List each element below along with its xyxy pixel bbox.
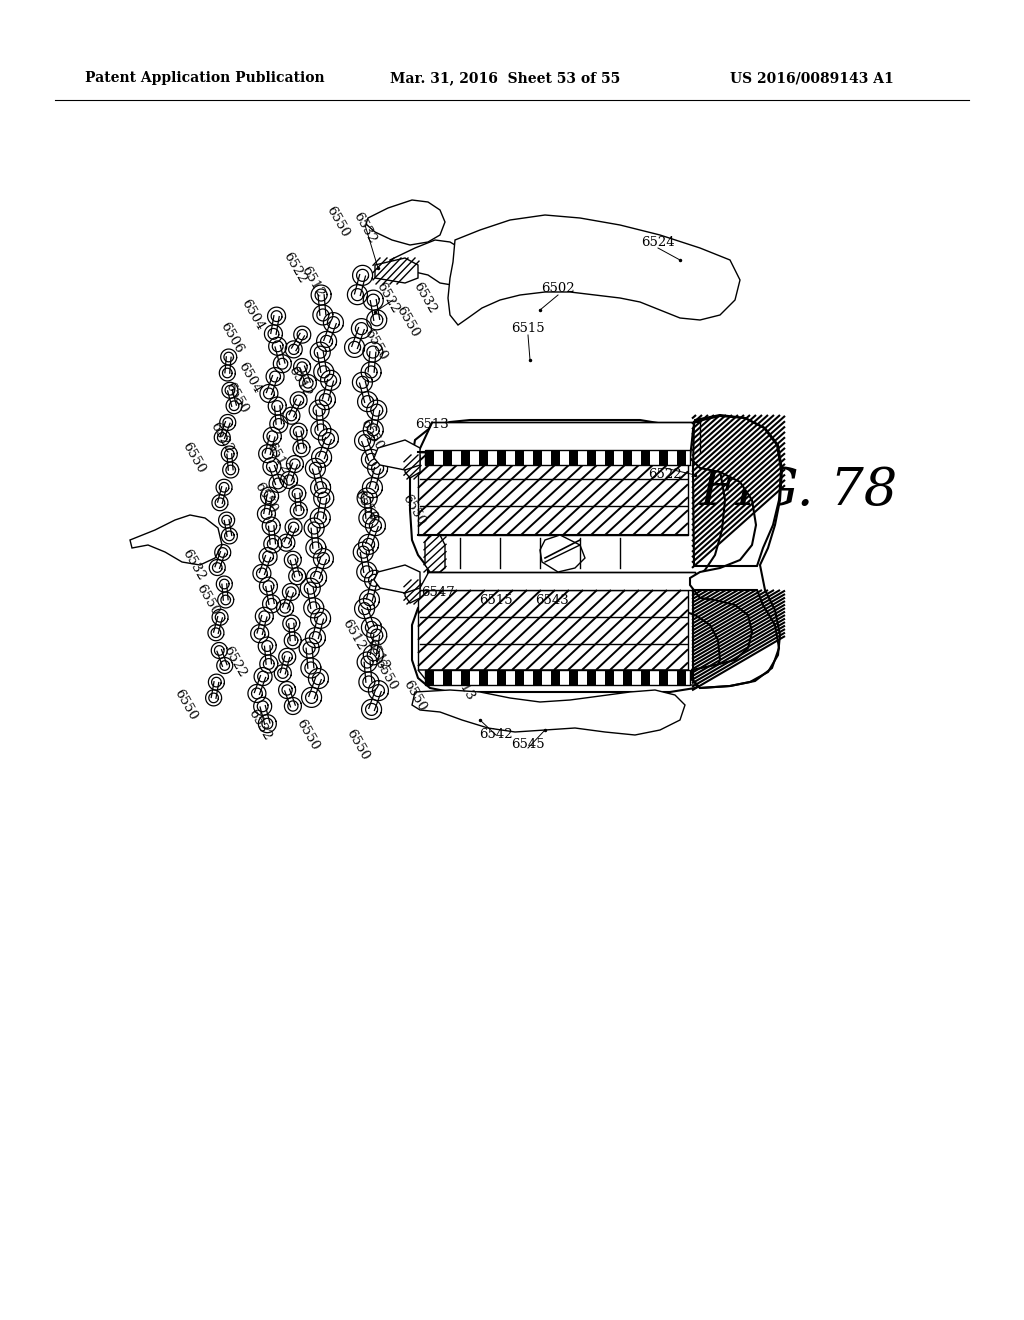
- Polygon shape: [677, 450, 686, 465]
- Polygon shape: [623, 671, 632, 685]
- Text: 6550: 6550: [394, 304, 422, 339]
- Polygon shape: [366, 201, 445, 246]
- Polygon shape: [534, 671, 542, 685]
- Polygon shape: [406, 579, 420, 603]
- Polygon shape: [418, 590, 688, 671]
- Polygon shape: [641, 671, 650, 685]
- Polygon shape: [461, 450, 470, 465]
- Text: 6512: 6512: [264, 440, 292, 475]
- Text: Mar. 31, 2016  Sheet 53 of 55: Mar. 31, 2016 Sheet 53 of 55: [390, 71, 621, 84]
- Polygon shape: [623, 450, 632, 465]
- Text: 6502: 6502: [542, 281, 574, 294]
- Polygon shape: [418, 572, 695, 590]
- Text: 6512: 6512: [299, 264, 327, 300]
- Text: 6550: 6550: [400, 492, 428, 528]
- Polygon shape: [374, 565, 420, 593]
- Polygon shape: [641, 450, 650, 465]
- Polygon shape: [479, 450, 488, 465]
- Text: 6550: 6550: [294, 717, 322, 752]
- Text: 6543: 6543: [536, 594, 569, 606]
- Polygon shape: [534, 450, 542, 465]
- Polygon shape: [569, 450, 578, 465]
- Polygon shape: [659, 450, 668, 465]
- Text: 6522: 6522: [648, 469, 682, 482]
- Text: 6532: 6532: [180, 546, 208, 583]
- Text: 6550: 6550: [194, 582, 222, 618]
- Text: 6550: 6550: [361, 327, 390, 363]
- Text: 6506: 6506: [218, 321, 246, 356]
- Text: 6550: 6550: [252, 480, 280, 516]
- Text: 6550: 6550: [344, 727, 372, 763]
- Text: 6524: 6524: [641, 235, 675, 248]
- Polygon shape: [605, 671, 614, 685]
- Text: 6522: 6522: [374, 280, 402, 315]
- Text: FIG. 78: FIG. 78: [700, 465, 898, 516]
- Polygon shape: [418, 671, 700, 685]
- Text: 6522: 6522: [208, 420, 237, 455]
- Text: 6504: 6504: [239, 297, 267, 333]
- Polygon shape: [497, 671, 506, 685]
- Text: 6515: 6515: [479, 594, 513, 606]
- Text: 6512: 6512: [364, 638, 392, 673]
- Polygon shape: [425, 671, 690, 685]
- Text: 6550: 6550: [358, 417, 386, 453]
- Polygon shape: [569, 671, 578, 685]
- Polygon shape: [425, 671, 434, 685]
- Text: 6512: 6512: [340, 618, 368, 653]
- Polygon shape: [449, 215, 740, 325]
- Polygon shape: [677, 671, 686, 685]
- Polygon shape: [374, 440, 420, 470]
- Polygon shape: [551, 671, 560, 685]
- Text: 6512: 6512: [286, 364, 314, 400]
- Text: 6550: 6550: [324, 205, 352, 240]
- Polygon shape: [443, 671, 452, 685]
- Text: 6532: 6532: [411, 280, 439, 315]
- Text: 6550: 6550: [372, 657, 400, 693]
- Polygon shape: [418, 451, 688, 535]
- Text: 6504: 6504: [236, 360, 264, 396]
- Text: 6550: 6550: [223, 380, 251, 416]
- Text: 6532: 6532: [246, 708, 274, 743]
- Polygon shape: [461, 671, 470, 685]
- Polygon shape: [540, 535, 585, 572]
- Text: 6522: 6522: [221, 644, 249, 680]
- Text: 6550: 6550: [172, 688, 200, 723]
- Polygon shape: [479, 671, 488, 685]
- Polygon shape: [412, 690, 685, 735]
- Polygon shape: [410, 420, 725, 692]
- Text: Patent Application Publication: Patent Application Publication: [85, 71, 325, 84]
- Text: 6515: 6515: [511, 322, 545, 334]
- Polygon shape: [515, 450, 524, 465]
- Polygon shape: [425, 535, 445, 572]
- Polygon shape: [443, 450, 452, 465]
- Polygon shape: [515, 671, 524, 685]
- Text: 6542: 6542: [479, 729, 513, 742]
- Polygon shape: [587, 671, 596, 685]
- Polygon shape: [425, 450, 690, 465]
- Text: 6545: 6545: [511, 738, 545, 751]
- Text: 6550: 6550: [401, 678, 429, 714]
- Polygon shape: [418, 422, 700, 451]
- Text: 6547: 6547: [421, 586, 455, 598]
- Text: 6513: 6513: [449, 667, 477, 702]
- Polygon shape: [497, 450, 506, 465]
- Polygon shape: [551, 450, 560, 465]
- Text: 6550: 6550: [180, 440, 208, 475]
- Text: 6513: 6513: [415, 418, 449, 432]
- Polygon shape: [690, 414, 782, 688]
- Polygon shape: [659, 671, 668, 685]
- Polygon shape: [390, 240, 470, 285]
- Polygon shape: [130, 515, 222, 565]
- Polygon shape: [375, 257, 418, 282]
- Polygon shape: [406, 455, 420, 478]
- Polygon shape: [425, 450, 434, 465]
- Text: US 2016/0089143 A1: US 2016/0089143 A1: [730, 71, 894, 84]
- Polygon shape: [605, 450, 614, 465]
- Text: 6532: 6532: [351, 210, 379, 246]
- Text: 6522: 6522: [281, 251, 309, 286]
- Polygon shape: [587, 450, 596, 465]
- Text: 6550: 6550: [352, 488, 380, 524]
